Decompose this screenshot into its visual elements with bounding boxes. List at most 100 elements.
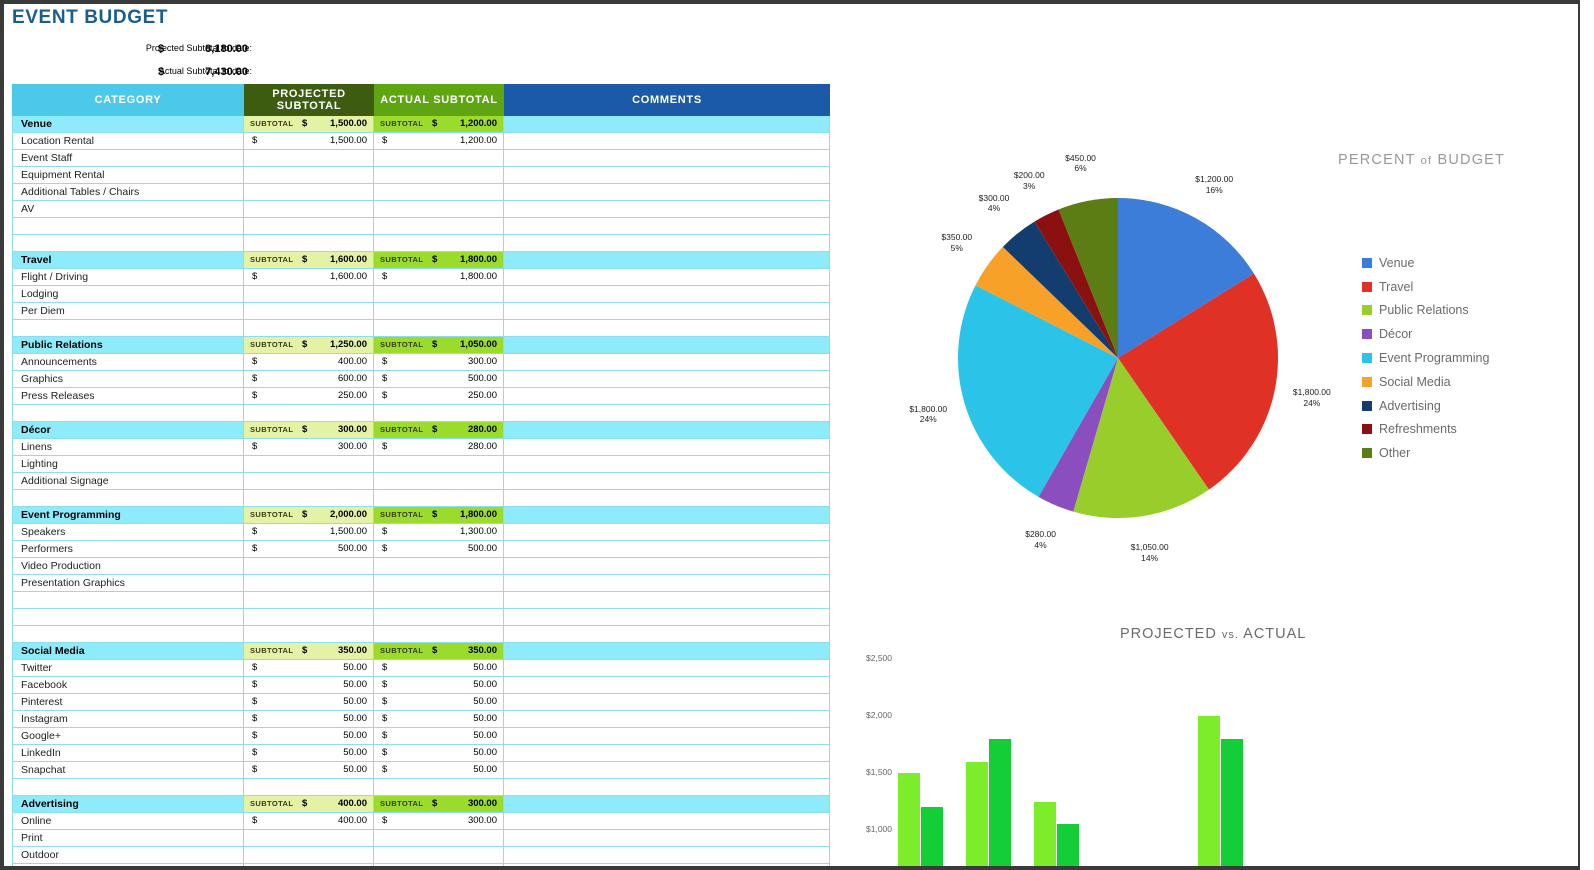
cell-category[interactable]: Graphics (12, 371, 244, 387)
table-row[interactable]: Location Rental $1,500.00 $1,200.00 (12, 133, 830, 150)
table-row[interactable] (12, 218, 830, 235)
cell-category[interactable]: Additional Signage (12, 473, 244, 489)
cell-comments[interactable] (504, 184, 830, 200)
legend-item-social-media[interactable]: Social Media (1362, 370, 1489, 394)
cell-comments[interactable] (504, 728, 830, 744)
cell-projected[interactable]: $50.00 (244, 660, 374, 676)
cell-actual[interactable] (374, 592, 504, 608)
category-header-row[interactable]: Décor SUBTOTAL $300.00 SUBTOTAL $280.00 (12, 422, 830, 439)
bar-event-programming-projected[interactable] (1198, 716, 1220, 870)
cell-category[interactable]: Advertising (12, 796, 244, 812)
cell-category[interactable]: Venue (12, 116, 244, 132)
cell-category[interactable] (12, 218, 244, 234)
table-row[interactable]: Radio (12, 864, 830, 866)
category-header-row[interactable]: Event Programming SUBTOTAL $2,000.00 SUBTOT… (12, 507, 830, 524)
cell-projected[interactable] (244, 320, 374, 336)
cell-category[interactable]: Flight / Driving (12, 269, 244, 285)
column-header-projected[interactable]: PROJECTED SUBTOTAL (244, 84, 374, 116)
cell-projected[interactable]: $600.00 (244, 371, 374, 387)
cell-projected[interactable] (244, 592, 374, 608)
cell-comments[interactable] (504, 694, 830, 710)
cell-projected[interactable]: $400.00 (244, 354, 374, 370)
cell-actual[interactable]: $1,200.00 (374, 133, 504, 149)
cell-comments[interactable] (504, 303, 830, 319)
table-row[interactable]: Pinterest $50.00 $50.00 (12, 694, 830, 711)
table-row[interactable]: Press Releases $250.00 $250.00 (12, 388, 830, 405)
cell-comments[interactable] (504, 354, 830, 370)
cell-category[interactable] (12, 609, 244, 625)
cell-comments[interactable] (504, 575, 830, 591)
cell-actual[interactable] (374, 456, 504, 472)
cell-comments[interactable] (504, 796, 830, 812)
cell-category[interactable]: Travel (12, 252, 244, 268)
pie-chart[interactable]: $1,200.00 16% $1,800.00 24% $1,050.00 14% $280… (830, 4, 1350, 604)
cell-category[interactable]: Google+ (12, 728, 244, 744)
cell-category[interactable]: Location Rental (12, 133, 244, 149)
cell-actual[interactable] (374, 626, 504, 642)
cell-comments[interactable] (504, 609, 830, 625)
cell-projected[interactable] (244, 779, 374, 795)
cell-category[interactable]: Presentation Graphics (12, 575, 244, 591)
cell-category[interactable]: Video Production (12, 558, 244, 574)
table-row[interactable]: Lodging (12, 286, 830, 303)
cell-projected[interactable]: $50.00 (244, 728, 374, 744)
legend-item-refreshments[interactable]: Refreshments (1362, 418, 1489, 442)
cell-category[interactable]: Speakers (12, 524, 244, 540)
cell-actual[interactable]: $50.00 (374, 745, 504, 761)
cell-category[interactable]: Décor (12, 422, 244, 438)
cell-actual[interactable] (374, 558, 504, 574)
cell-category[interactable]: Twitter (12, 660, 244, 676)
cell-category[interactable] (12, 592, 244, 608)
cell-projected[interactable]: $300.00 (244, 439, 374, 455)
cell-actual[interactable] (374, 235, 504, 251)
pie-slice-other[interactable] (1058, 198, 1118, 358)
cell-projected[interactable]: SUBTOTAL $2,000.00 (244, 507, 374, 523)
cell-projected[interactable] (244, 235, 374, 251)
cell-actual[interactable] (374, 184, 504, 200)
cell-projected[interactable]: $1,600.00 (244, 269, 374, 285)
cell-actual[interactable]: $50.00 (374, 711, 504, 727)
cell-comments[interactable] (504, 218, 830, 234)
cell-actual[interactable] (374, 201, 504, 217)
cell-actual[interactable]: $50.00 (374, 728, 504, 744)
cell-comments[interactable] (504, 116, 830, 132)
cell-projected[interactable] (244, 201, 374, 217)
cell-comments[interactable] (504, 524, 830, 540)
table-row[interactable]: Additional Signage (12, 473, 830, 490)
bar-travel-projected[interactable] (966, 761, 988, 870)
table-row[interactable]: Speakers $1,500.00 $1,300.00 (12, 524, 830, 541)
cell-actual[interactable]: $300.00 (374, 813, 504, 829)
table-row[interactable]: Twitter $50.00 $50.00 (12, 660, 830, 677)
cell-category[interactable]: Performers (12, 541, 244, 557)
table-row[interactable]: Snapchat $50.00 $50.00 (12, 762, 830, 779)
cell-projected[interactable] (244, 303, 374, 319)
table-row[interactable]: Print (12, 830, 830, 847)
cell-projected[interactable]: $250.00 (244, 388, 374, 404)
cell-actual[interactable] (374, 847, 504, 863)
cell-comments[interactable] (504, 405, 830, 421)
cell-actual[interactable]: SUBTOTAL $1,200.00 (374, 116, 504, 132)
table-row[interactable]: Facebook $50.00 $50.00 (12, 677, 830, 694)
table-row[interactable]: Graphics $600.00 $500.00 (12, 371, 830, 388)
cell-actual[interactable] (374, 320, 504, 336)
legend-item-d-cor[interactable]: Décor (1362, 322, 1489, 346)
column-header-actual[interactable]: ACTUAL SUBTOTAL (374, 84, 504, 116)
cell-projected[interactable]: $400.00 (244, 813, 374, 829)
cell-category[interactable] (12, 779, 244, 795)
cell-projected[interactable] (244, 609, 374, 625)
table-row[interactable] (12, 592, 830, 609)
cell-comments[interactable] (504, 558, 830, 574)
cell-comments[interactable] (504, 660, 830, 676)
cell-actual[interactable] (374, 575, 504, 591)
table-row[interactable]: Outdoor (12, 847, 830, 864)
cell-comments[interactable] (504, 371, 830, 387)
cell-comments[interactable] (504, 473, 830, 489)
table-row[interactable] (12, 320, 830, 337)
cell-actual[interactable] (374, 286, 504, 302)
cell-comments[interactable] (504, 439, 830, 455)
cell-comments[interactable] (504, 456, 830, 472)
cell-category[interactable] (12, 320, 244, 336)
legend-item-advertising[interactable]: Advertising (1362, 394, 1489, 418)
cell-actual[interactable] (374, 490, 504, 506)
table-row[interactable]: Performers $500.00 $500.00 (12, 541, 830, 558)
